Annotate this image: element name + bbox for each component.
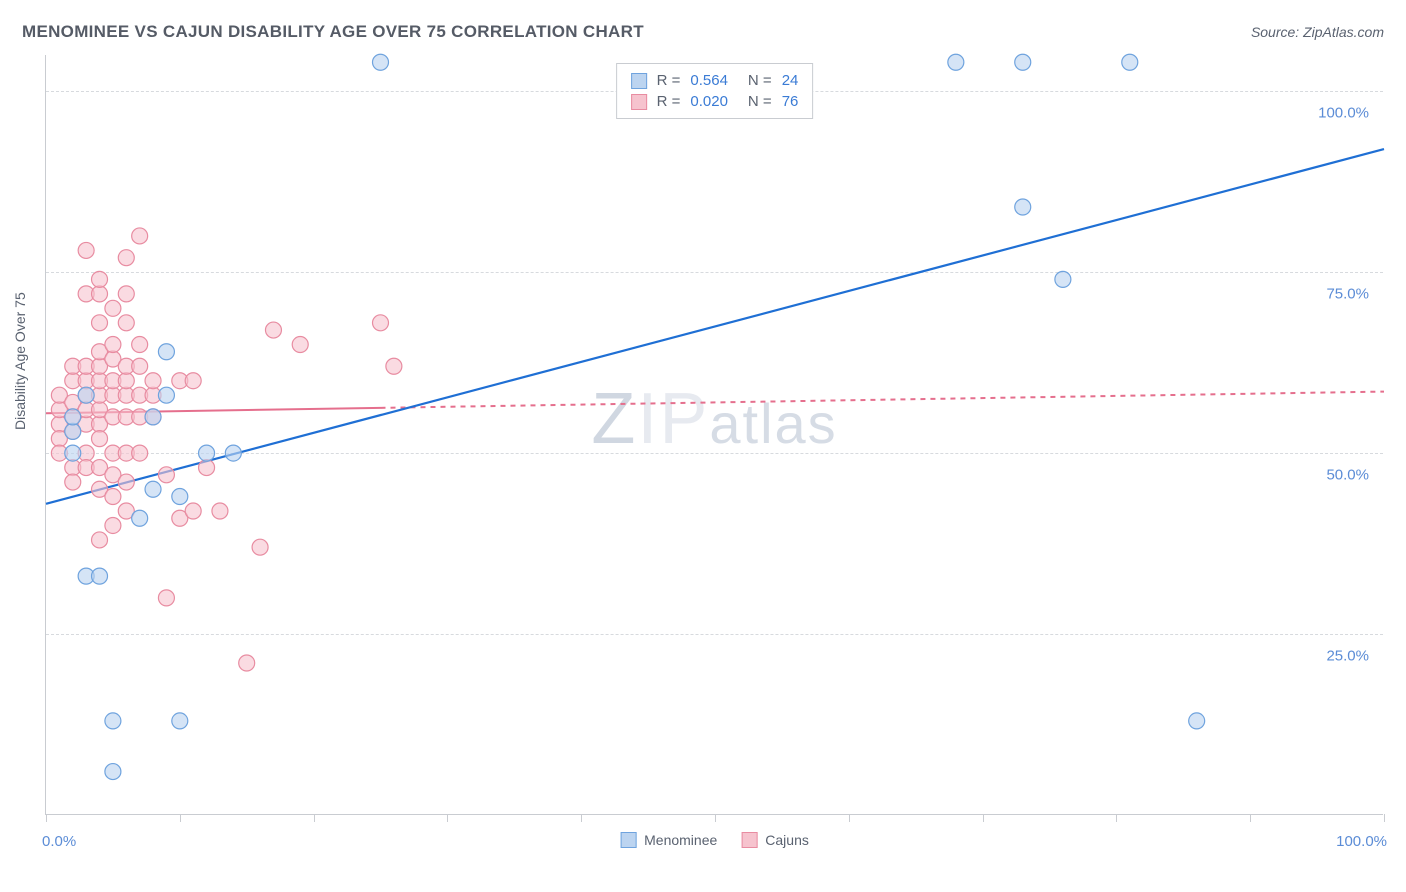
n-value-cajuns: 76	[782, 93, 799, 110]
legend-label-menominee: Menominee	[644, 832, 717, 848]
chart-plot-area: 25.0%50.0%75.0%100.0% ZIPatlas R = 0.564…	[45, 55, 1383, 815]
n-value-menominee: 24	[782, 72, 799, 89]
x-axis-min-label: 0.0%	[42, 833, 76, 850]
stats-row-cajuns: R = 0.020 N = 76	[631, 91, 799, 112]
y-axis-label: Disability Age Over 75	[12, 292, 28, 430]
stats-row-menominee: R = 0.564 N = 24	[631, 70, 799, 91]
legend-swatch-menominee	[620, 832, 636, 848]
legend-swatch-cajuns	[741, 832, 757, 848]
swatch-cajuns	[631, 94, 647, 110]
legend-bottom: Menominee Cajuns	[620, 832, 809, 848]
r-value-cajuns: 0.020	[690, 93, 728, 110]
x-axis-max-label: 100.0%	[1336, 833, 1387, 850]
correlation-stats-box: R = 0.564 N = 24 R = 0.020 N = 76	[616, 63, 814, 119]
scatter-plot-svg	[46, 55, 1383, 814]
r-value-menominee: 0.564	[690, 72, 728, 89]
chart-title: MENOMINEE VS CAJUN DISABILITY AGE OVER 7…	[22, 22, 644, 42]
legend-label-cajuns: Cajuns	[765, 832, 809, 848]
legend-item-cajuns: Cajuns	[741, 832, 809, 848]
chart-source: Source: ZipAtlas.com	[1251, 24, 1384, 40]
legend-item-menominee: Menominee	[620, 832, 717, 848]
chart-header: MENOMINEE VS CAJUN DISABILITY AGE OVER 7…	[22, 22, 1384, 42]
swatch-menominee	[631, 73, 647, 89]
